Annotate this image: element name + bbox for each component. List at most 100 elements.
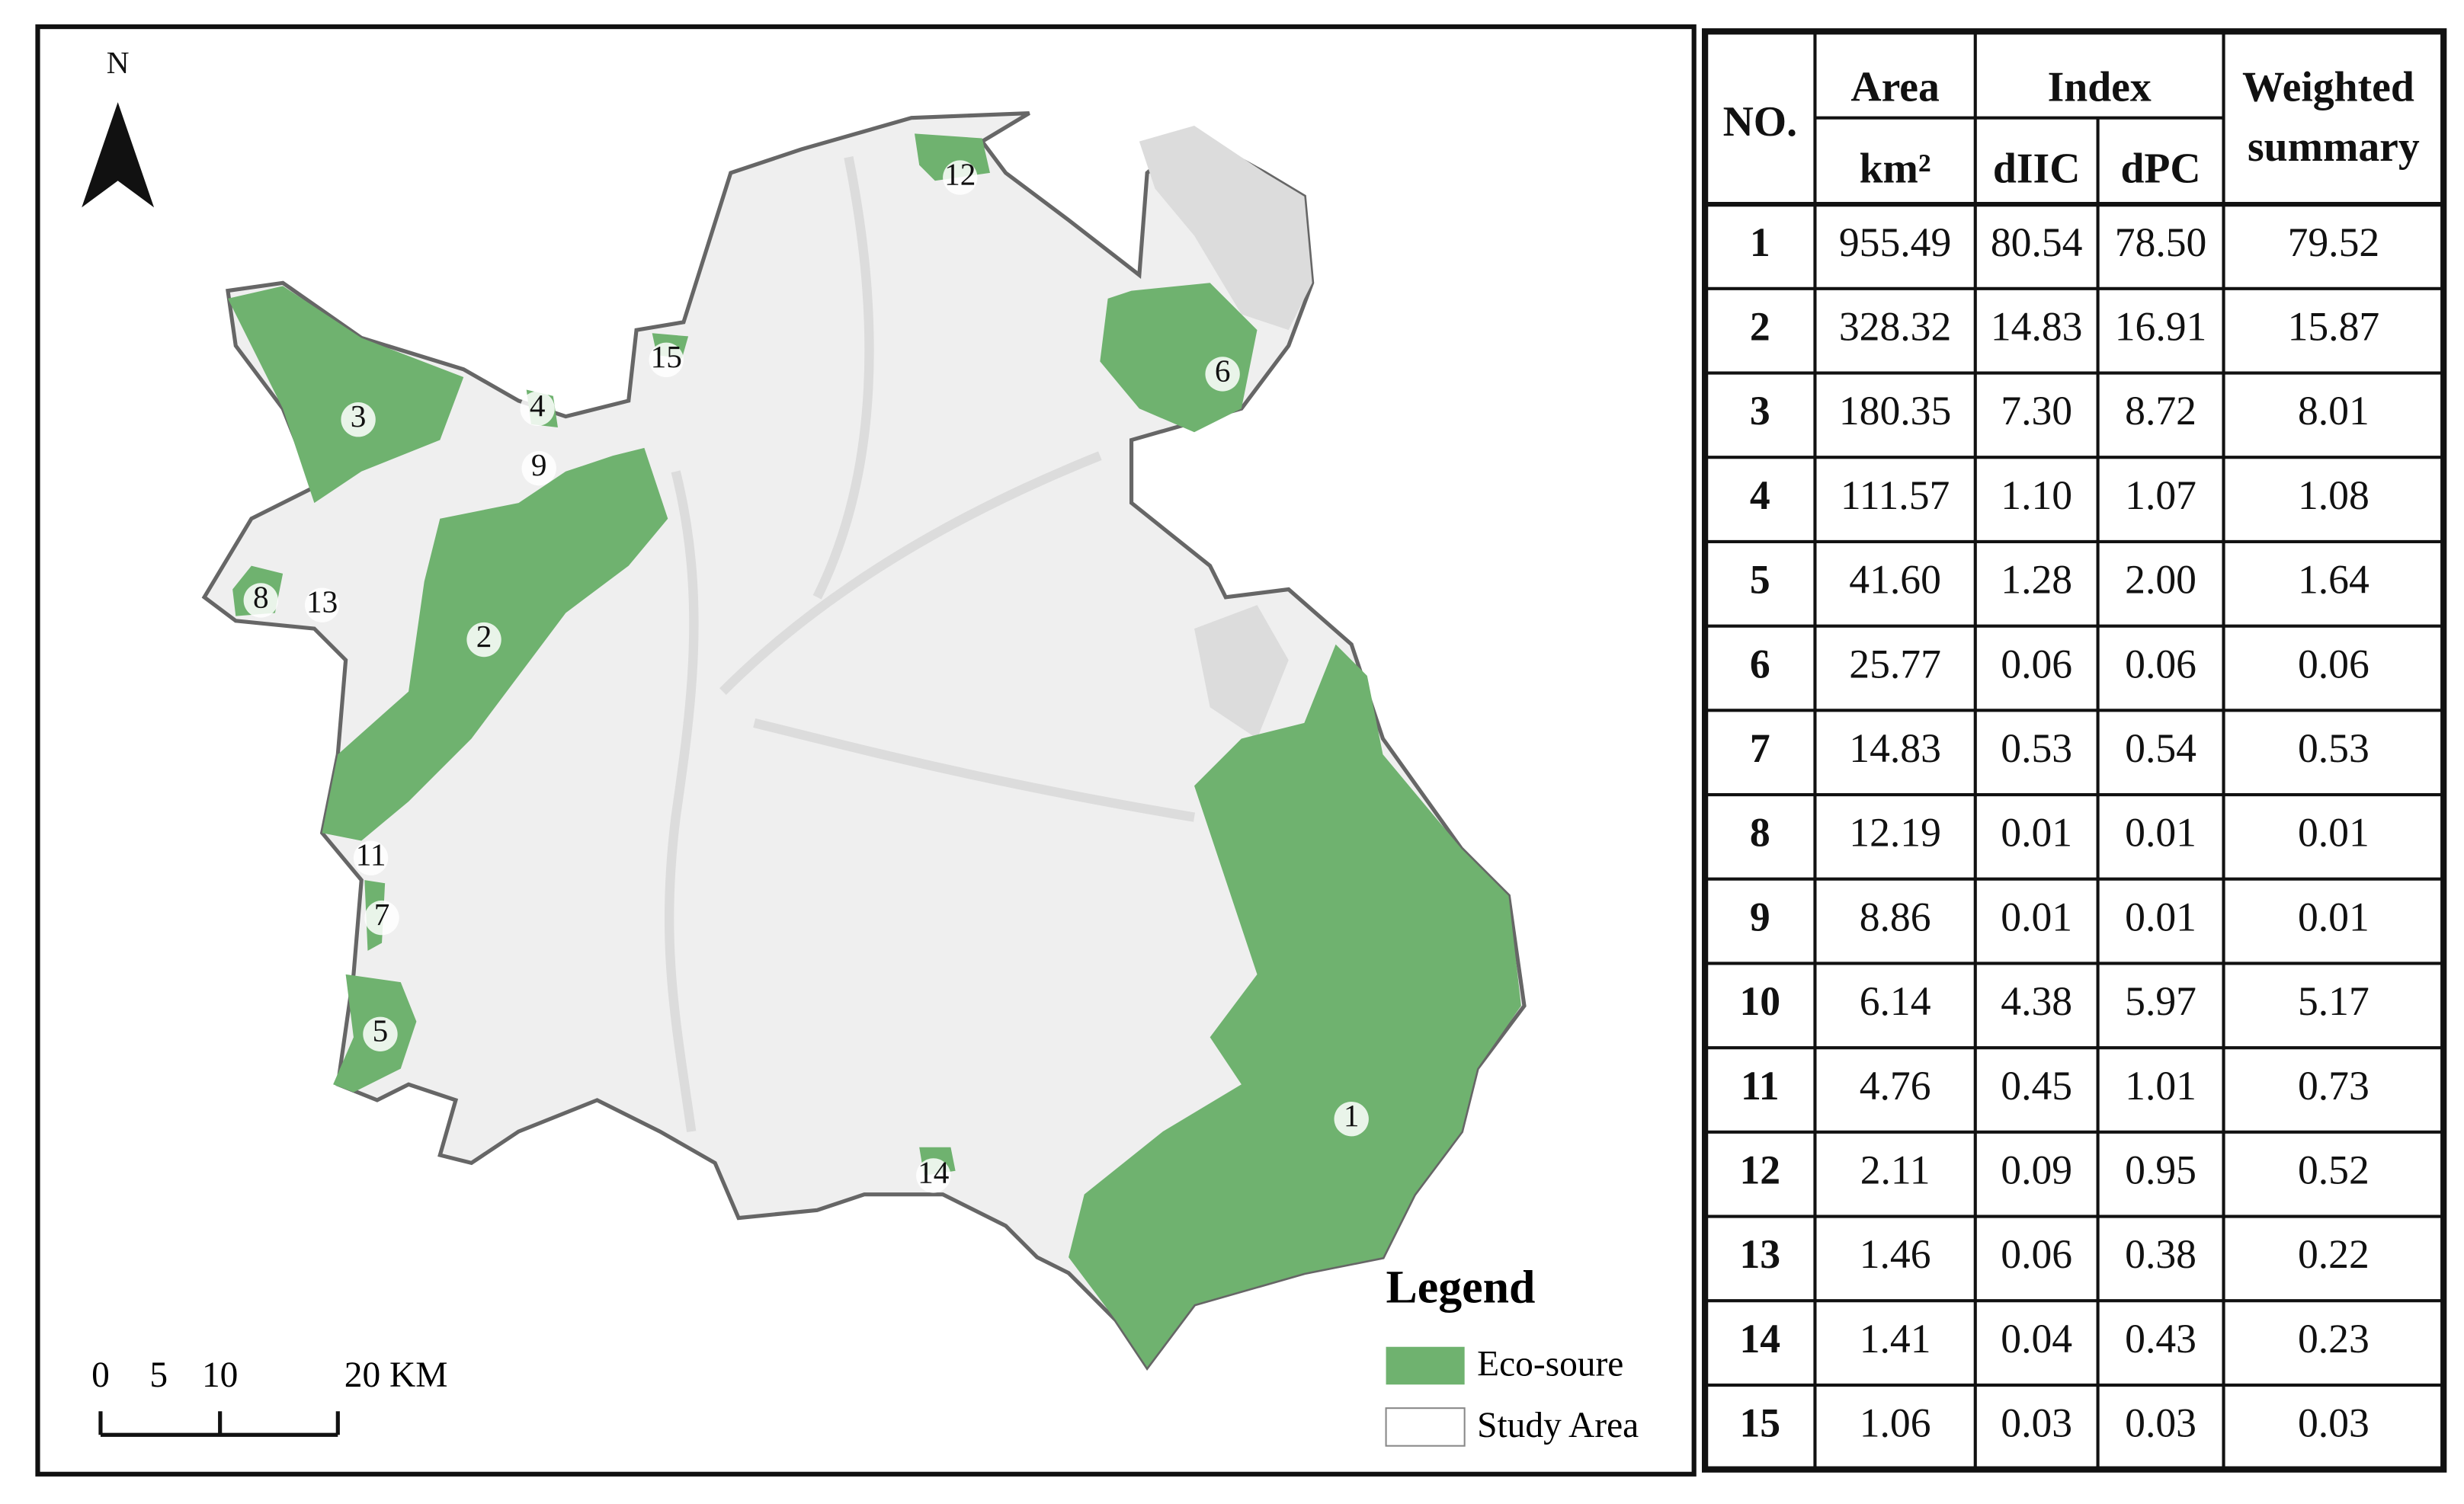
table-cell: 5.17 (2298, 978, 2369, 1024)
table-cell: 0.73 (2298, 1063, 2369, 1109)
table-cell: 8 (1750, 810, 1770, 856)
source-label: 9 (531, 447, 547, 482)
table-cell: 41.60 (1849, 557, 1941, 603)
table-cell: 1 (1750, 219, 1770, 265)
source-label: 14 (918, 1154, 949, 1189)
table-cell: 180.35 (1839, 388, 1951, 434)
label-badge (466, 622, 501, 658)
table-cell: 1.46 (1860, 1231, 1931, 1277)
table-cell: 8.86 (1860, 894, 1931, 939)
header-cell: Area (1850, 63, 1939, 110)
lake (1139, 126, 1312, 331)
table-cell: 14 (1739, 1316, 1780, 1362)
table: NO. Area km² Index dIIC dPC Weighted summary 1 9… (1701, 28, 2447, 1473)
table-cell: 0.01 (2125, 894, 2196, 939)
table-cell: 80.54 (1991, 219, 2083, 265)
scale-label: 10 (202, 1355, 238, 1395)
table-cell: 16.91 (2115, 303, 2207, 349)
north-label: N (107, 45, 130, 80)
table-cell: 0.06 (2298, 641, 2369, 686)
source-label: 5 (373, 1013, 389, 1048)
table-cell: 0.45 (2001, 1063, 2072, 1109)
source-label: 15 (651, 339, 682, 374)
header-cell: km² (1860, 146, 1931, 193)
table-cell: 14.83 (1991, 303, 2083, 349)
scale-label: 5 (149, 1355, 168, 1395)
table-cell: 0.53 (2001, 725, 2072, 771)
table-cell: 10 (1739, 978, 1780, 1024)
source-label: 7 (374, 897, 390, 932)
lake (1194, 605, 1289, 739)
scale-bar (98, 1411, 340, 1437)
source-label: 2 (476, 619, 492, 654)
table-cell: 6 (1750, 641, 1770, 686)
table-cell: 8.01 (2298, 388, 2369, 434)
table-cell: 5.97 (2125, 978, 2196, 1024)
table-cell: 0.95 (2125, 1147, 2196, 1192)
table-cell: 1.28 (2001, 557, 2072, 603)
table-cell: 0.23 (2298, 1316, 2369, 1362)
source-label: 3 (351, 398, 367, 434)
table-cell: 4.76 (1860, 1063, 1931, 1109)
table-cell: 12.19 (1849, 810, 1941, 856)
source-label: 4 (530, 388, 546, 423)
table-border (1701, 28, 2447, 1473)
scale-labels: 0 5 10 20 KM (91, 1355, 447, 1395)
table-cell: 9 (1750, 894, 1770, 939)
label-badge (364, 900, 399, 936)
label-badge (305, 587, 340, 622)
table-cell: 0.03 (2125, 1400, 2196, 1446)
table-cell: 2 (1750, 303, 1770, 349)
label-badge (943, 160, 978, 195)
table-cell: 0.01 (2001, 894, 2072, 939)
table-cell: 79.52 (2288, 219, 2380, 265)
table-cell: 4.38 (2001, 978, 2072, 1024)
table-cell: 2.11 (1860, 1147, 1931, 1192)
table-cell: 0.52 (2298, 1147, 2369, 1192)
table-cell: 1.01 (2125, 1063, 2196, 1109)
rivers (664, 156, 1196, 1133)
table-cell: 0.38 (2125, 1231, 2196, 1277)
table-cell: 0.06 (2125, 641, 2196, 686)
legend-swatch (1386, 1346, 1465, 1385)
source-label: 6 (1215, 353, 1231, 388)
table-cell: 11 (1741, 1063, 1780, 1109)
label-badge (1334, 1101, 1369, 1137)
source-label: 11 (356, 837, 386, 872)
label-badge (243, 583, 278, 618)
label-badge (341, 402, 376, 437)
label-badge (916, 1158, 951, 1193)
scale-label: 0 (91, 1355, 110, 1395)
table-cell: 111.57 (1841, 472, 1950, 518)
table-cell: 0.22 (2298, 1231, 2369, 1277)
table-cell: 25.77 (1849, 641, 1941, 686)
label-badge (649, 342, 684, 378)
legend-swatch (1385, 1407, 1466, 1447)
table-cell: 0.03 (2298, 1400, 2369, 1446)
table-cell: 4 (1750, 472, 1770, 518)
table-cell: 328.32 (1839, 303, 1951, 349)
table-cell: 0.06 (2001, 641, 2072, 686)
table-cell: 15.87 (2288, 303, 2380, 349)
table-cell: 2.00 (2125, 557, 2196, 603)
table-cell: 3 (1750, 388, 1770, 434)
table-cell: 1.06 (1860, 1400, 1931, 1446)
table-cell: 7.30 (2001, 388, 2072, 434)
header-cell: Index (2048, 63, 2152, 110)
label-badge (363, 1016, 398, 1051)
table-cell: 13 (1739, 1231, 1780, 1277)
table-cell: 78.50 (2115, 219, 2207, 265)
table-cell: 0.53 (2298, 725, 2369, 771)
table-cell: 14.83 (1849, 725, 1941, 771)
table-cell: 955.49 (1839, 219, 1951, 265)
table-cell: 0.01 (2125, 810, 2196, 856)
table-cell: 0.03 (2001, 1400, 2072, 1446)
table-cell: 1.64 (2298, 557, 2369, 603)
table-cell: 12 (1739, 1147, 1780, 1192)
table-cell: 1.07 (2125, 472, 2196, 518)
table-cell: 0.01 (2001, 810, 2072, 856)
table-cell: 0.04 (2001, 1316, 2072, 1362)
table-cell: 0.01 (2298, 810, 2369, 856)
label-badge (521, 450, 556, 486)
table-cell: 15 (1739, 1400, 1780, 1446)
